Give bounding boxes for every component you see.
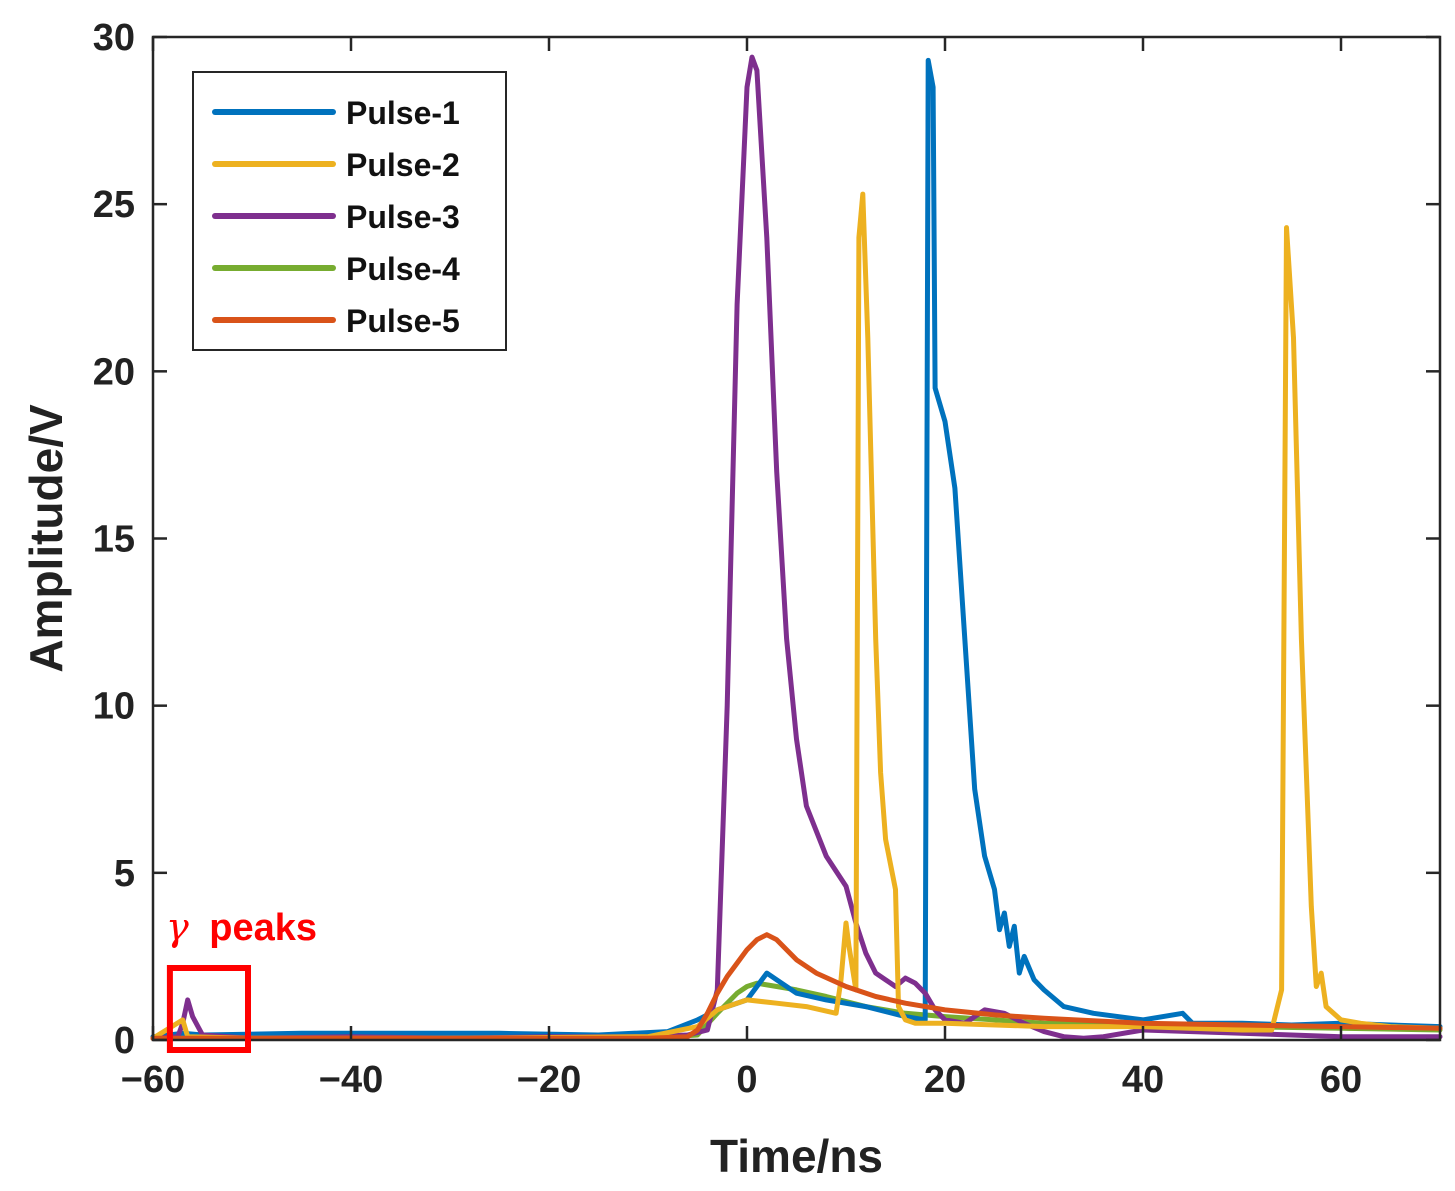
series-line-pulse-2 <box>150 191 1443 1041</box>
legend: Pulse-1 Pulse-2 Pulse-3 Pulse-4 Pulse-5 <box>192 71 507 351</box>
x-tick-label: 0 <box>736 1059 757 1101</box>
legend-label-pulse-2: Pulse-2 <box>346 147 460 183</box>
y-tick-label: 25 <box>93 184 135 226</box>
y-tick-label: 20 <box>93 351 135 393</box>
x-tick-label: −60 <box>121 1059 185 1101</box>
axis-ticks: −60 −40 −20 0 20 40 60 0 5 10 15 20 25 30 <box>93 17 1440 1101</box>
x-tick-label: −20 <box>517 1059 581 1101</box>
x-tick-label: 60 <box>1320 1059 1362 1101</box>
x-tick-label: 20 <box>924 1059 966 1101</box>
y-tick-label: 15 <box>93 519 135 561</box>
x-axis-title: Time/ns <box>710 1130 883 1182</box>
legend-label-pulse-1: Pulse-1 <box>346 95 460 131</box>
legend-label-pulse-4: Pulse-4 <box>346 251 460 287</box>
y-axis-title: Amplitude/V <box>20 404 72 673</box>
gamma-annotation: γ peaks <box>166 905 317 1053</box>
y-tick-label: 5 <box>114 853 135 895</box>
y-tick-label: 30 <box>93 17 135 59</box>
gamma-word: peaks <box>209 907 317 949</box>
gamma-symbol: γ <box>166 905 189 949</box>
series-line-pulse-5 <box>150 932 1443 1041</box>
series-group <box>150 54 1443 1041</box>
y-tick-label: 0 <box>114 1020 135 1062</box>
x-tick-label: 40 <box>1122 1059 1164 1101</box>
legend-box <box>192 71 507 351</box>
series-line-pulse-1 <box>150 57 1443 1040</box>
gamma-peaks-label: γ peaks <box>166 905 317 949</box>
y-tick-label: 10 <box>93 686 135 728</box>
legend-label-pulse-5: Pulse-5 <box>346 303 460 339</box>
legend-label-pulse-3: Pulse-3 <box>346 199 460 235</box>
gamma-peaks-box <box>166 965 251 1053</box>
x-tick-label: −40 <box>319 1059 383 1101</box>
